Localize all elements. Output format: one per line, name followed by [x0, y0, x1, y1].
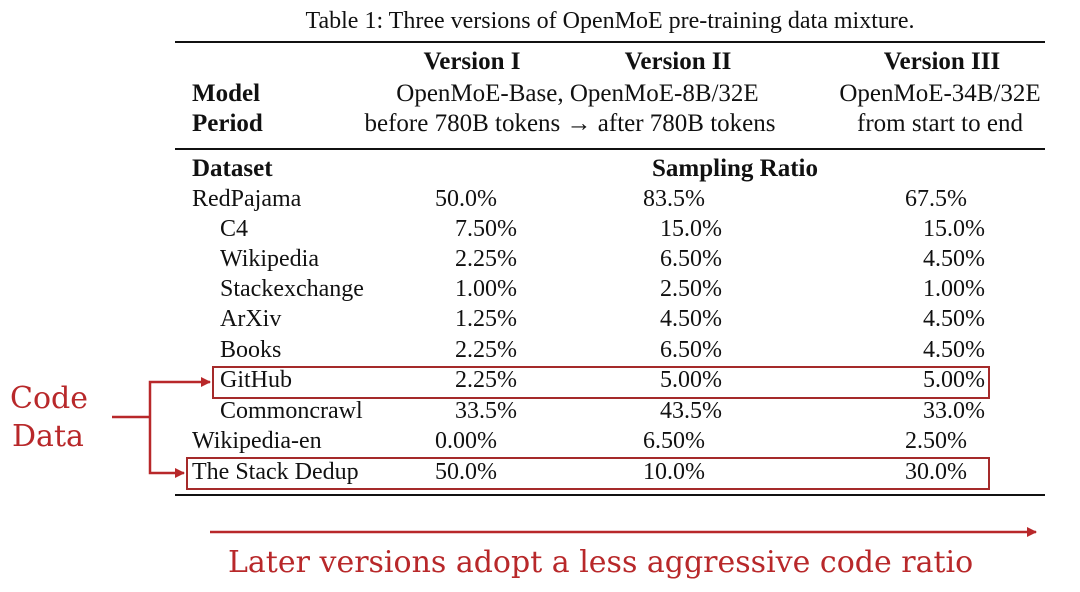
- row-name: Wikipedia-en: [192, 428, 322, 454]
- stack-dedup-highlight-box: [186, 457, 990, 490]
- row-name: RedPajama: [192, 186, 302, 212]
- row-v3: 67.5%: [905, 186, 967, 212]
- bottom-note: Later versions adopt a less aggressive c…: [228, 545, 974, 580]
- row-name: Commoncrawl: [220, 398, 363, 424]
- table-caption: Table 1: Three versions of OpenMoE pre-t…: [305, 8, 915, 34]
- period-v12: before 780B tokens → after 780B tokens: [364, 110, 776, 137]
- row-v3: 5.00%: [923, 367, 985, 393]
- row-v2: 2.50%: [660, 276, 722, 302]
- row-name: Stackexchange: [220, 276, 364, 302]
- row-v2: 6.50%: [643, 428, 705, 454]
- version-2-header: Version II: [624, 48, 732, 75]
- top-rule: [175, 41, 1045, 43]
- code-data-label: Code Data: [10, 380, 88, 456]
- bottom-rule: [175, 494, 1045, 496]
- period-v3: from start to end: [857, 110, 1023, 137]
- arrow-to-stack-dedup: [148, 417, 185, 478]
- row-v2: 6.50%: [660, 246, 722, 272]
- mid-rule: [175, 148, 1045, 150]
- row-v2: 5.00%: [660, 367, 722, 393]
- dataset-label: Dataset: [192, 155, 273, 182]
- arrow-to-github: [148, 377, 211, 417]
- row-name: Books: [220, 337, 282, 363]
- code-label-line1: Code: [10, 381, 88, 416]
- sampling-ratio-label: Sampling Ratio: [651, 155, 818, 182]
- row-v1: 2.25%: [455, 367, 517, 393]
- period-label: Period: [192, 110, 263, 137]
- model-v3: OpenMoE-34B/32E: [839, 80, 1041, 107]
- row-name: The Stack Dedup: [192, 459, 359, 485]
- row-v1: 50.0%: [435, 459, 497, 485]
- version-1-header: Version I: [423, 48, 521, 75]
- row-name: C4: [220, 216, 249, 242]
- row-v3: 4.50%: [923, 306, 985, 332]
- row-v3: 4.50%: [923, 337, 985, 363]
- row-v3: 33.0%: [923, 398, 985, 424]
- row-v2: 83.5%: [643, 186, 705, 212]
- row-v2: 15.0%: [660, 216, 722, 242]
- row-v1: 7.50%: [455, 216, 517, 242]
- row-v2: 6.50%: [660, 337, 722, 363]
- version-3-header: Version III: [883, 48, 1001, 75]
- row-name: ArXiv: [220, 306, 282, 332]
- row-v2: 43.5%: [660, 398, 722, 424]
- row-v3: 4.50%: [923, 246, 985, 272]
- row-v3: 2.50%: [905, 428, 967, 454]
- row-v1: 50.0%: [435, 186, 497, 212]
- row-name: GitHub: [220, 367, 292, 393]
- row-v2: 10.0%: [643, 459, 705, 485]
- model-label: Model: [192, 80, 261, 107]
- row-v1: 0.00%: [435, 428, 497, 454]
- row-v3: 1.00%: [923, 276, 985, 302]
- row-v1: 2.25%: [455, 337, 517, 363]
- row-v1: 33.5%: [455, 398, 517, 424]
- code-label-line2: Data: [12, 419, 84, 454]
- row-v3: 15.0%: [923, 216, 985, 242]
- row-name: Wikipedia: [220, 246, 319, 272]
- github-highlight-box: [212, 366, 990, 399]
- row-v1: 1.25%: [455, 306, 517, 332]
- row-v1: 1.00%: [455, 276, 517, 302]
- model-v12: OpenMoE-Base, OpenMoE-8B/32E: [396, 80, 759, 107]
- row-v3: 30.0%: [905, 459, 967, 485]
- row-v1: 2.25%: [455, 246, 517, 272]
- row-v2: 4.50%: [660, 306, 722, 332]
